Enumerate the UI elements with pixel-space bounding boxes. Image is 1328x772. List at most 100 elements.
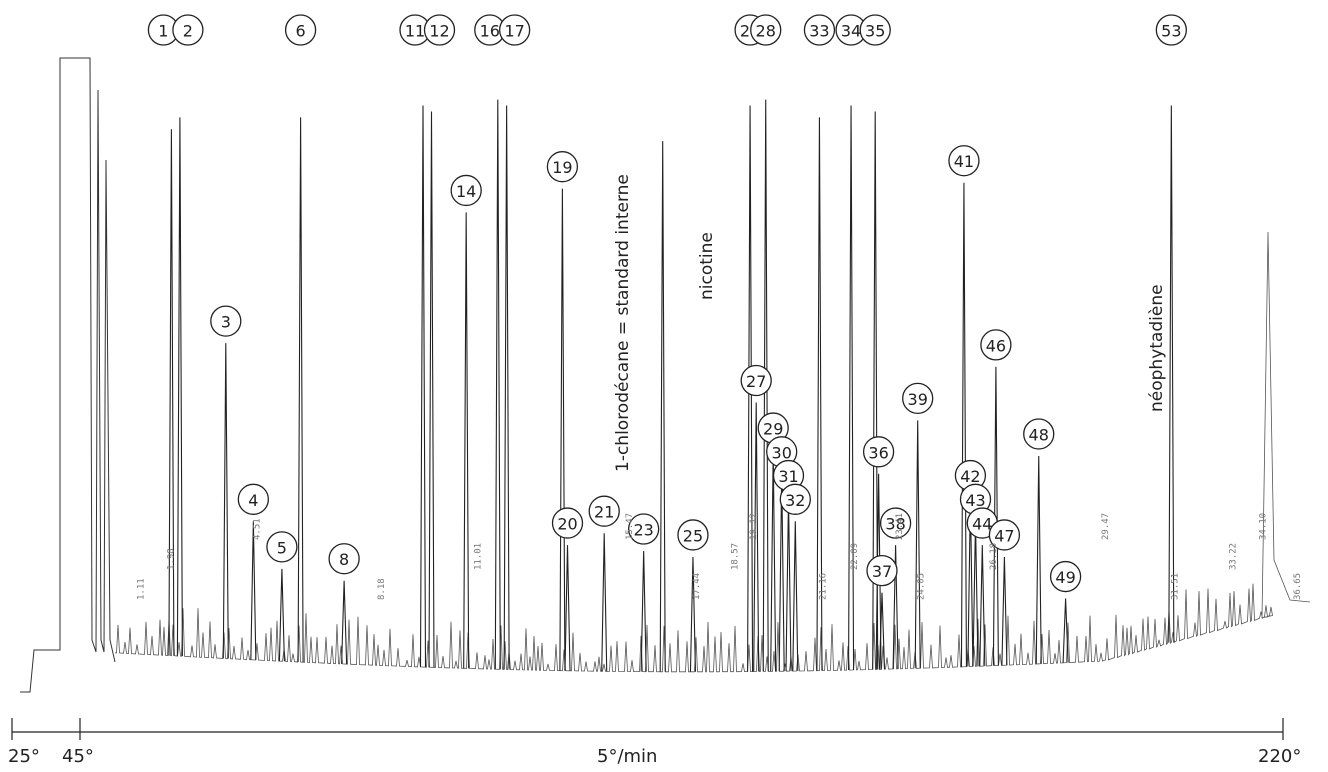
retention-time-label: 1.98 (166, 548, 176, 570)
retention-time-label: 34.10 (1258, 513, 1268, 540)
peak-label-41: 41 (948, 145, 980, 177)
retention-time-label: 1.11 (137, 578, 147, 600)
peak-label-text: 44 (972, 515, 992, 534)
peak-label-text: 28 (756, 22, 776, 41)
retention-time-label: 17.44 (692, 573, 702, 600)
peak-label-circle (859, 14, 891, 46)
annotation-internal-standard: 1-chlorodécane = standard interne (613, 174, 633, 472)
peak-label-text: 12 (429, 22, 449, 41)
peak-label-text: 23 (633, 521, 653, 540)
peak-35-mark (872, 111, 879, 670)
peak-label-12: 12 (423, 14, 456, 46)
peak-17-mark (503, 105, 510, 670)
peak-label-text: 37 (872, 562, 892, 581)
peak-label-36: 36 (862, 436, 895, 468)
temperature-label-end: 220° (1258, 746, 1301, 767)
peak-label-20: 20 (551, 507, 584, 539)
peak-1-chlorod-cane-mark (659, 141, 666, 672)
retention-time-label: 26.18 (989, 543, 999, 570)
peak-label-text: 41 (954, 152, 974, 171)
peak-46-mark (992, 366, 999, 666)
chromatogram-trace-layer (20, 57, 1311, 693)
peak-label-text: 25 (683, 526, 703, 545)
peak-23-mark (640, 551, 647, 672)
retention-time-label: 18.57 (730, 543, 740, 570)
peak-21-mark (601, 533, 608, 672)
peak-48-mark (1035, 455, 1042, 664)
peak-label-circle (980, 329, 1012, 361)
peak-label-text: 34 (841, 22, 861, 41)
peak-label-text: 21 (594, 503, 614, 522)
peak-34-mark (848, 105, 855, 671)
peak-31-mark (785, 497, 792, 672)
annotation-neophytadiene: néophytadiène (1147, 284, 1167, 412)
peak-label-text: 36 (868, 443, 888, 462)
peak-label-17: 17 (498, 14, 531, 46)
peak-label-text: 39 (908, 390, 928, 409)
peak-28-mark (762, 99, 769, 672)
peak-label-text: 5 (277, 538, 287, 557)
peak-label-circle (551, 507, 584, 539)
peak-label-text: 20 (557, 515, 577, 534)
peak-label-39: 39 (902, 382, 934, 414)
peak-label-circle (266, 531, 298, 563)
solvent-front-trace (20, 57, 116, 693)
peak-label-47: 47 (988, 519, 1021, 551)
peak-38-mark (892, 545, 899, 669)
peak-label-circle (1049, 560, 1082, 593)
peak-label-3: 3 (210, 305, 242, 337)
peak-label-43: 43 (959, 483, 992, 515)
peak-label-text: 49 (1055, 568, 1075, 587)
peak-label-circle (879, 507, 912, 539)
peak-label-35: 35 (859, 14, 891, 46)
peak-label-circle (588, 495, 620, 527)
peak-label-circle (284, 14, 317, 46)
temperature-label-45: 45° (62, 746, 94, 767)
peak-label-25: 25 (677, 519, 709, 551)
peak-label-circle (862, 436, 895, 468)
peak-label-circle (677, 519, 709, 551)
peak-label-2: 2 (172, 14, 204, 46)
peak-label-53: 53 (1155, 14, 1187, 46)
peak-label-circle (172, 14, 204, 46)
peak-label-34: 34 (835, 14, 867, 46)
peak-43-mark (972, 521, 979, 667)
retention-time-label: 36.65 (1293, 573, 1303, 600)
peak-33-mark (816, 117, 823, 671)
retention-time-label: 33.22 (1228, 543, 1238, 570)
peak-label-circle (498, 14, 531, 46)
retention-time-label: 31.51 (1170, 573, 1180, 600)
peak-44-mark (979, 545, 986, 667)
retention-time-label: 15.47 (625, 513, 635, 540)
peak-label-14: 14 (450, 174, 482, 207)
peak-label-circle (237, 483, 269, 515)
peak-label-42: 42 (954, 459, 987, 492)
peak-label-text: 8 (339, 550, 349, 569)
peak-label-23: 23 (628, 513, 660, 545)
peak-label-text: 48 (1029, 425, 1049, 444)
temperature-axis: 25° 45° 220° 5°/min (8, 718, 1301, 767)
retention-time-label: 4.51 (252, 518, 262, 540)
peak-label-circle (546, 151, 579, 183)
peak-label-32: 32 (779, 483, 811, 515)
retention-time-label: 21.16 (818, 573, 828, 600)
peak-label-text: 14 (456, 182, 476, 201)
peak-27-mark (753, 402, 760, 672)
retention-time-label: 24.05 (917, 573, 927, 600)
peak-label-text: 3 (221, 313, 231, 332)
peak-label-text: 53 (1161, 22, 1181, 41)
peak-37-mark (878, 592, 886, 670)
annotation-nicotine: nicotine (697, 232, 717, 300)
peak-label-text: 30 (772, 443, 792, 462)
peak-25-mark (689, 556, 697, 672)
peak-label-46: 46 (980, 329, 1012, 361)
peak-label-text: 4 (248, 491, 258, 510)
peak-label-text: 33 (809, 22, 829, 41)
peak-1-mark (168, 129, 175, 656)
peak-26-mark (747, 105, 754, 672)
peak-label-30: 30 (766, 436, 798, 468)
peak-6-mark (297, 117, 304, 663)
peak-14-mark (463, 212, 470, 669)
peak-label-circle (902, 382, 934, 414)
peak-label-text: 27 (746, 372, 766, 391)
